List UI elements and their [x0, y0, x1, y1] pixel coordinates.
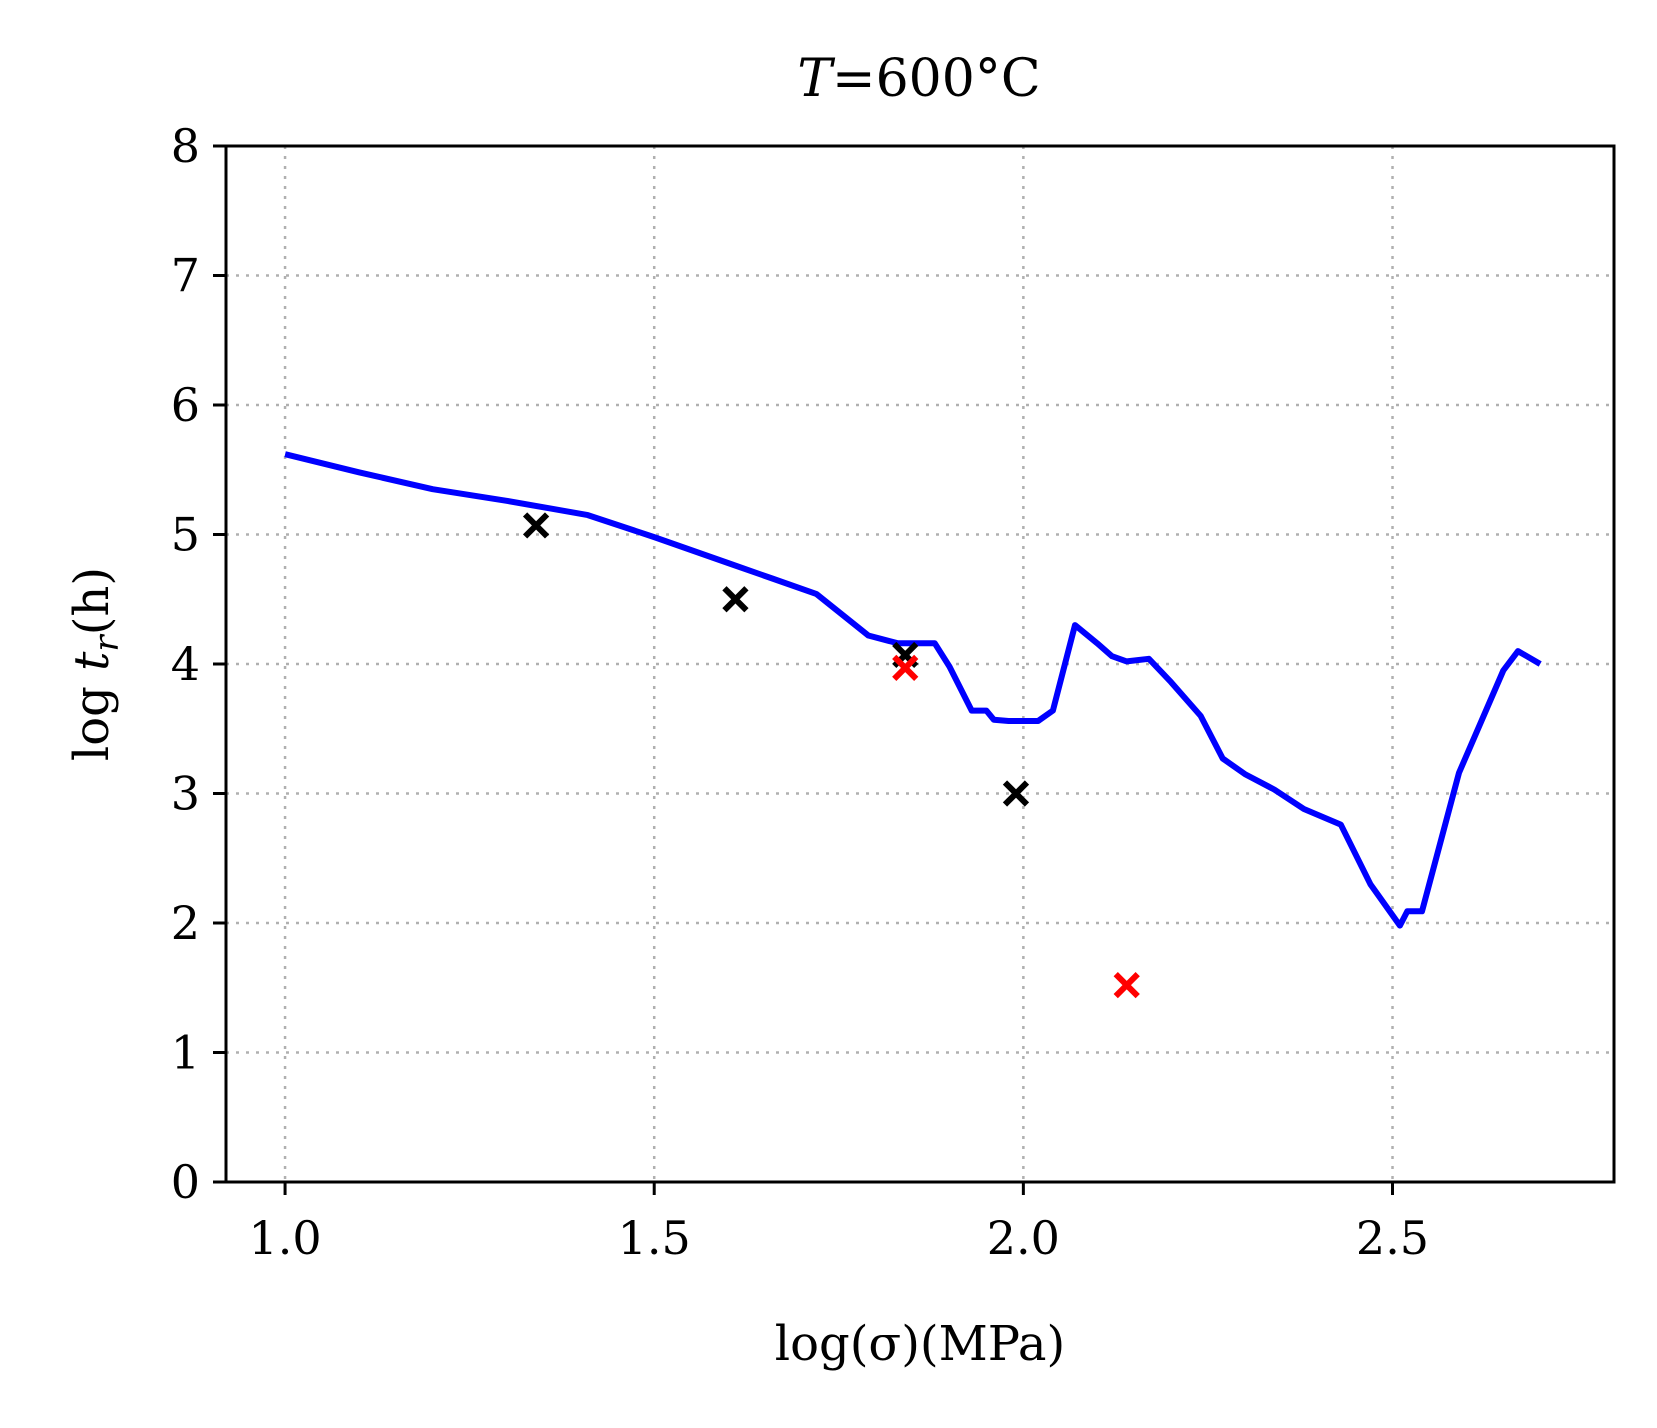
x-tick-label: 2.5	[1356, 1211, 1429, 1265]
y-axis-label: log tr(h)	[64, 567, 127, 761]
data-point-marker	[1002, 780, 1030, 807]
y-axis: 0 1 2 3 4 5 6 7 8	[171, 119, 226, 1209]
y-tick-label: 0	[171, 1155, 200, 1209]
plot-area	[284, 451, 1542, 999]
marker-stroke	[1002, 780, 1030, 807]
x-tick-label: 1.0	[248, 1211, 321, 1265]
y-tick-label: 3	[171, 767, 200, 821]
chart-title: T=600°C	[797, 49, 1040, 109]
data-point-marker	[1113, 972, 1140, 999]
marker-stroke	[722, 586, 749, 613]
y-axis-label-post: (h)	[64, 567, 120, 635]
chart-title-var: T	[797, 49, 835, 109]
data-point-marker	[892, 654, 919, 682]
data-point-marker	[522, 512, 550, 539]
y-tick-label: 2	[171, 896, 200, 950]
y-axis-label-pre: log	[64, 671, 120, 761]
data-point-marker	[722, 586, 749, 613]
y-axis-label-var: t	[64, 651, 120, 671]
x-axis-label: log(σ)(MPa)	[775, 1316, 1066, 1372]
chart-title-rest: =600°C	[832, 49, 1041, 109]
x-tick-label: 2.0	[987, 1211, 1060, 1265]
y-axis-label-sub: r	[87, 634, 127, 652]
marker-stroke	[892, 654, 919, 682]
y-tick-label: 8	[171, 119, 200, 173]
y-tick-label: 4	[171, 637, 200, 691]
marker-stroke	[1113, 972, 1140, 999]
marker-stroke	[522, 512, 550, 539]
y-tick-label: 1	[171, 1026, 200, 1080]
y-tick-label: 7	[171, 249, 200, 303]
y-tick-label: 5	[171, 508, 200, 562]
x-axis: 1.0 1.5 2.0 2.5	[248, 1182, 1429, 1265]
axes-frame	[224, 144, 1616, 1184]
x-tick-label: 1.5	[618, 1211, 691, 1265]
series-line	[284, 451, 1542, 929]
y-tick-label: 6	[171, 378, 200, 432]
grid-lines	[226, 146, 1614, 1182]
